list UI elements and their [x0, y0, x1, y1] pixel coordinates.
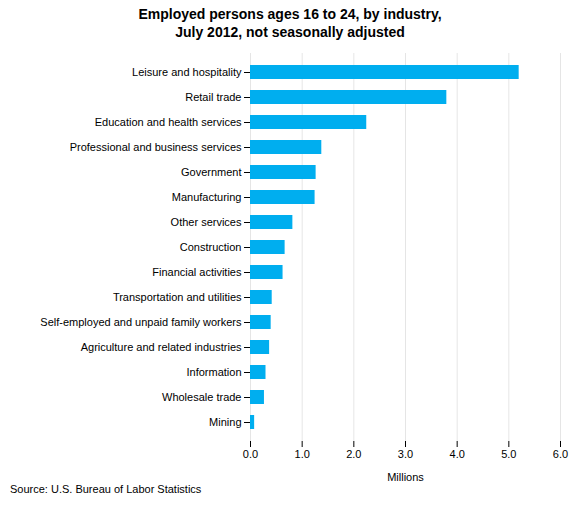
svg-text:Professional and business serv: Professional and business services [70, 141, 242, 153]
svg-text:Transportation and utilities: Transportation and utilities [113, 291, 242, 303]
svg-text:Information: Information [186, 366, 241, 378]
svg-text:Agriculture and related indust: Agriculture and related industries [81, 341, 242, 353]
svg-text:Manufacturing: Manufacturing [172, 191, 242, 203]
html-text:Employed persons ages 16 to 24: Employed persons ages 16 to 24, by indus… [138, 6, 442, 40]
svg-text:3.0: 3.0 [398, 448, 413, 460]
svg-text:Construction: Construction [180, 241, 242, 253]
svg-text:5.0: 5.0 [501, 448, 516, 460]
svg-text:Retail trade: Retail trade [185, 91, 241, 103]
svg-text:4.0: 4.0 [450, 448, 465, 460]
svg-text:Self-employed and unpaid famil: Self-employed and unpaid family workers [40, 316, 242, 328]
svg-text:Wholesale trade: Wholesale trade [162, 391, 242, 403]
svg-text:Other services: Other services [171, 216, 242, 228]
svg-text:6.0: 6.0 [553, 448, 568, 460]
svg-text:0.0: 0.0 [243, 448, 258, 460]
svg-text:Millions: Millions [387, 471, 424, 483]
svg-text:1.0: 1.0 [295, 448, 310, 460]
svg-text:Financial activities: Financial activities [152, 266, 242, 278]
svg-text:2.0: 2.0 [346, 448, 361, 460]
svg-text:Mining: Mining [209, 416, 241, 428]
svg-text:Leisure and hospitality: Leisure and hospitality [132, 66, 242, 78]
svg-text:Government: Government [181, 166, 242, 178]
svg-text:Education and health services: Education and health services [95, 116, 242, 128]
html-text:Source: U.S. Bureau of Labor S: Source: U.S. Bureau of Labor Statistics [10, 483, 202, 495]
